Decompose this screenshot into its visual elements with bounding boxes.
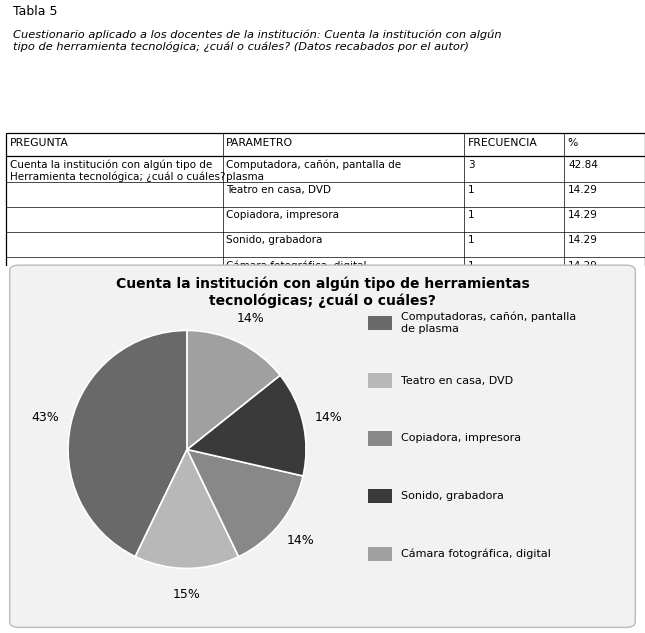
Bar: [368, 431, 392, 446]
Text: 42.84: 42.84: [568, 160, 598, 170]
Text: Copiadora, impresora: Copiadora, impresora: [401, 434, 521, 444]
Text: %: %: [568, 139, 578, 149]
Text: 14%: 14%: [286, 534, 314, 546]
Text: FRECUENCIA: FRECUENCIA: [468, 139, 537, 149]
Text: 1: 1: [468, 185, 475, 195]
Text: Cámara fotográfica, digital: Cámara fotográfica, digital: [401, 549, 551, 560]
Text: Cámara fotográfica, digital: Cámara fotográfica, digital: [226, 261, 367, 271]
Text: Cuestionario aplicado a los docentes de la institución: Cuenta la institución co: Cuestionario aplicado a los docentes de …: [13, 29, 502, 52]
Text: 14.29: 14.29: [568, 185, 598, 195]
Wedge shape: [187, 449, 303, 556]
Text: 14.29: 14.29: [568, 261, 598, 270]
Wedge shape: [187, 375, 306, 476]
Text: 14.29: 14.29: [568, 210, 598, 220]
Bar: [368, 316, 392, 330]
Text: Tabla 5: Tabla 5: [13, 5, 57, 18]
Text: Sonido, grabadora: Sonido, grabadora: [226, 235, 322, 245]
Text: 1: 1: [468, 235, 475, 245]
Text: 14%: 14%: [315, 411, 342, 423]
Text: 1: 1: [468, 261, 475, 270]
Text: Copiadora, impresora: Copiadora, impresora: [226, 210, 339, 220]
Text: PREGUNTA: PREGUNTA: [10, 139, 68, 149]
Text: 15%: 15%: [173, 588, 201, 601]
Wedge shape: [187, 330, 280, 449]
Text: Cuenta la institución con algún tipo de
Herramienta tecnológica; ¿cuál o cuáles?: Cuenta la institución con algún tipo de …: [10, 160, 226, 182]
Text: Cuenta la institución con algún tipo de herramientas
tecnológicas; ¿cuál o cuále: Cuenta la institución con algún tipo de …: [115, 277, 530, 308]
Wedge shape: [135, 449, 239, 568]
Bar: [368, 489, 392, 503]
Text: Sonido, grabadora: Sonido, grabadora: [401, 491, 504, 501]
FancyBboxPatch shape: [10, 265, 635, 627]
Wedge shape: [68, 330, 187, 556]
Bar: [368, 547, 392, 561]
Text: Teatro en casa, DVD: Teatro en casa, DVD: [401, 375, 513, 385]
Text: 14%: 14%: [236, 312, 264, 325]
Text: Computadora, cañón, pantalla de
plasma: Computadora, cañón, pantalla de plasma: [226, 160, 402, 182]
Text: 14.29: 14.29: [568, 235, 598, 245]
Text: 1: 1: [468, 210, 475, 220]
Text: 43%: 43%: [32, 411, 59, 423]
Text: Teatro en casa, DVD: Teatro en casa, DVD: [226, 185, 332, 195]
Text: Computadoras, cañón, pantalla
de plasma: Computadoras, cañón, pantalla de plasma: [401, 311, 577, 334]
Text: 3: 3: [468, 160, 475, 170]
Bar: [6, 133, 645, 282]
Text: PARAMETRO: PARAMETRO: [226, 139, 293, 149]
Bar: [368, 373, 392, 387]
